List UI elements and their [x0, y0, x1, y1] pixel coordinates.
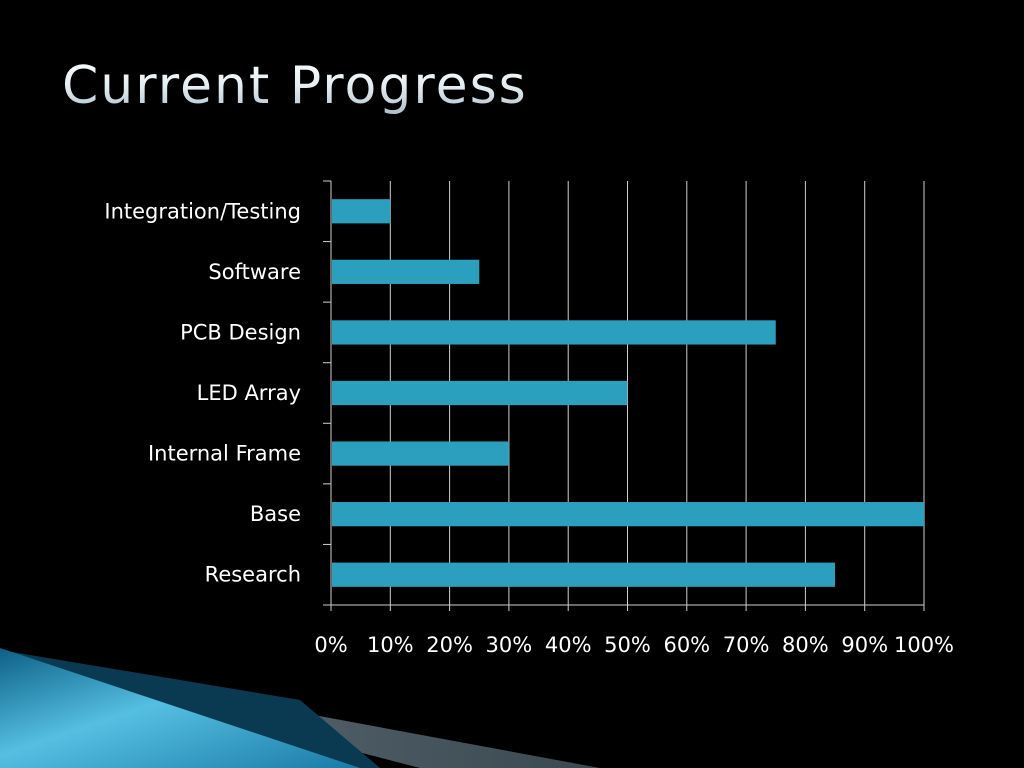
bar-base [332, 502, 924, 527]
bar-research [332, 562, 836, 587]
x-tick-label: 90% [841, 633, 888, 657]
x-tick-label: 80% [782, 633, 829, 657]
bar-integration-testing [332, 199, 391, 224]
x-tick-label: 0% [314, 633, 347, 657]
swoosh-blue-band [0, 648, 360, 768]
category-labels: Research Base Internal Frame LED Array PCB D… [104, 199, 301, 586]
x-tick-label: 20% [426, 633, 473, 657]
x-tick-label: 50% [604, 633, 651, 657]
axes [323, 180, 925, 611]
x-tick-label: 60% [663, 633, 710, 657]
category-label: LED Array [197, 381, 301, 405]
bar-led-array [332, 380, 628, 406]
x-tick-label: 40% [545, 633, 592, 657]
x-tick-label: 10% [367, 633, 414, 657]
category-label: Software [208, 260, 301, 284]
bar-pcb-design [332, 320, 776, 345]
slide-title: Current Progress [62, 56, 528, 116]
category-label: Base [250, 502, 301, 526]
bar-software [332, 259, 480, 284]
category-label: Integration/Testing [104, 199, 301, 223]
category-label: Internal Frame [148, 442, 301, 466]
x-tick-labels: 0% 10% 20% 30% 40% 50% 60% 70% 80% 90% 100% [314, 633, 954, 657]
x-tick-label: 70% [723, 633, 770, 657]
bars [332, 199, 924, 587]
x-tick-label: 30% [486, 633, 533, 657]
x-tick-label: 100% [894, 633, 954, 657]
category-label: Research [205, 563, 301, 587]
bar-internal-frame [332, 441, 509, 466]
category-label: PCB Design [180, 320, 301, 344]
